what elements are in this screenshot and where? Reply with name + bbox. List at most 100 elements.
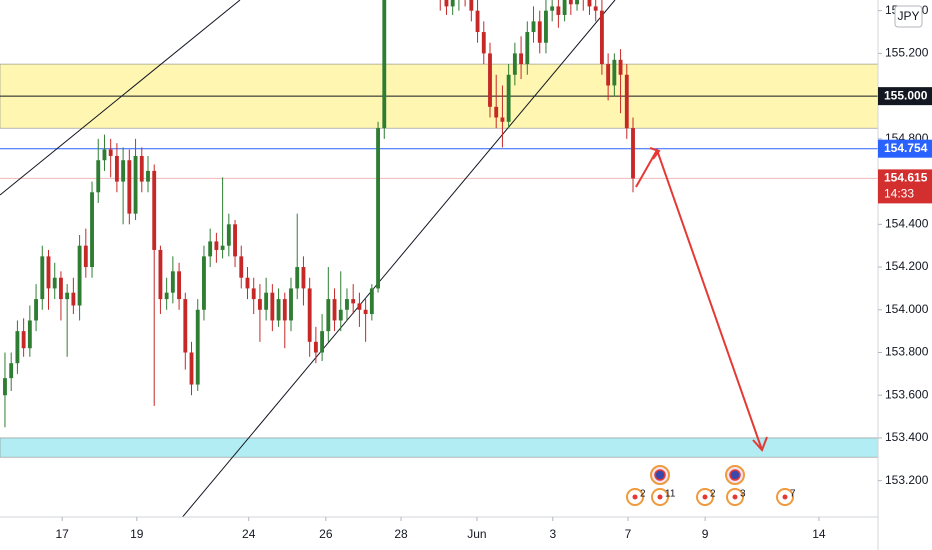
candle-body	[15, 331, 20, 364]
candle-body	[544, 10, 548, 43]
candle-body	[108, 149, 113, 156]
candle-body	[562, 0, 567, 15]
candle-body	[251, 288, 256, 300]
candle-body	[295, 267, 300, 289]
candle-body	[345, 299, 349, 310]
candle-body	[326, 299, 331, 332]
event-count: 2	[640, 489, 646, 500]
event-flag-inner	[729, 469, 741, 481]
event-count: 11	[665, 489, 676, 500]
y-tick-label: 153.800	[885, 345, 929, 359]
candle-body	[351, 299, 356, 304]
price-label-box	[878, 169, 932, 204]
candle-body	[450, 0, 455, 7]
candle-body	[164, 292, 169, 300]
candle-body	[177, 271, 182, 300]
candle-body	[146, 170, 150, 182]
candle-body	[338, 309, 343, 321]
candle-body	[506, 74, 511, 122]
candle-body	[21, 331, 26, 349]
candle-body	[195, 309, 200, 385]
x-tick-label: 17	[56, 527, 70, 541]
price-label: 155.000	[884, 88, 928, 102]
x-tick-label: 9	[702, 527, 709, 541]
x-tick-label: 14	[812, 527, 826, 541]
candle-body	[52, 277, 57, 289]
candle-body	[556, 6, 561, 15]
candle-body	[226, 224, 231, 246]
candle-body	[612, 59, 617, 86]
candle-body	[512, 53, 517, 75]
candle-body	[587, 0, 592, 7]
candle-body	[363, 309, 368, 315]
event-count: 2	[710, 489, 716, 500]
x-tick-label: Jun	[467, 527, 486, 541]
trendline	[181, 0, 616, 517]
x-tick-label: 3	[549, 527, 556, 541]
arrow-head	[752, 436, 768, 452]
candle-body	[624, 74, 629, 129]
candle-body	[83, 245, 88, 268]
candle-body	[183, 299, 188, 353]
x-tick-label: 24	[242, 527, 256, 541]
x-tick-label: 26	[319, 527, 333, 541]
candle-body	[537, 21, 542, 43]
candle-body	[550, 6, 555, 11]
candle-body	[494, 106, 499, 118]
candle-body	[245, 277, 250, 289]
candle-body	[127, 160, 132, 214]
y-tick-label: 153.200	[885, 473, 929, 487]
event-flag-inner	[654, 469, 666, 481]
candle-body	[114, 155, 119, 182]
price-label-box	[878, 139, 932, 158]
y-tick-label: 154.200	[885, 259, 929, 273]
candle-body	[475, 10, 480, 33]
event-count: 3	[740, 489, 746, 500]
candle-body	[618, 59, 623, 75]
candle-body	[631, 128, 635, 179]
candle-body	[519, 53, 524, 65]
candle-body	[320, 331, 325, 353]
candle-body	[599, 10, 604, 65]
candle-body	[71, 292, 76, 306]
price-label: 154.754	[884, 141, 928, 155]
candle-body	[40, 256, 45, 300]
candle-body	[481, 32, 486, 54]
candle-body	[96, 160, 101, 193]
trendlines	[0, 0, 616, 517]
candle-body	[357, 303, 362, 310]
candle-body	[593, 6, 598, 11]
candle-body	[606, 64, 611, 86]
candle-body	[376, 128, 380, 289]
candle-body	[9, 363, 14, 379]
candle-body	[233, 224, 237, 257]
candle-body	[301, 267, 306, 289]
x-tick-label: 7	[625, 527, 632, 541]
trendline	[0, 0, 241, 196]
candle-body	[208, 241, 213, 257]
event-dot	[702, 494, 708, 500]
candle-body	[276, 299, 281, 321]
candle-body	[382, 0, 387, 129]
candle-body	[170, 271, 175, 293]
candle-body	[77, 245, 82, 306]
candle-body	[3, 378, 7, 396]
currency-label: JPY	[897, 9, 919, 23]
candle-body	[270, 292, 275, 321]
price-countdown: 14:33	[884, 187, 914, 201]
candle-body	[282, 299, 287, 321]
candle-body	[158, 249, 163, 300]
price-label: 154.615	[884, 171, 928, 185]
candle-body	[469, 0, 474, 11]
candle-body	[34, 299, 38, 321]
currency-box[interactable]	[894, 5, 923, 28]
candle-body	[500, 117, 505, 122]
y-tick-label: 155.200	[885, 46, 929, 60]
candle-body	[46, 256, 51, 289]
projection-arrow	[635, 147, 768, 452]
x-tick-label: 19	[130, 527, 144, 541]
candle-body	[444, 0, 449, 7]
candle-body	[239, 256, 244, 278]
event-dot	[632, 494, 638, 500]
